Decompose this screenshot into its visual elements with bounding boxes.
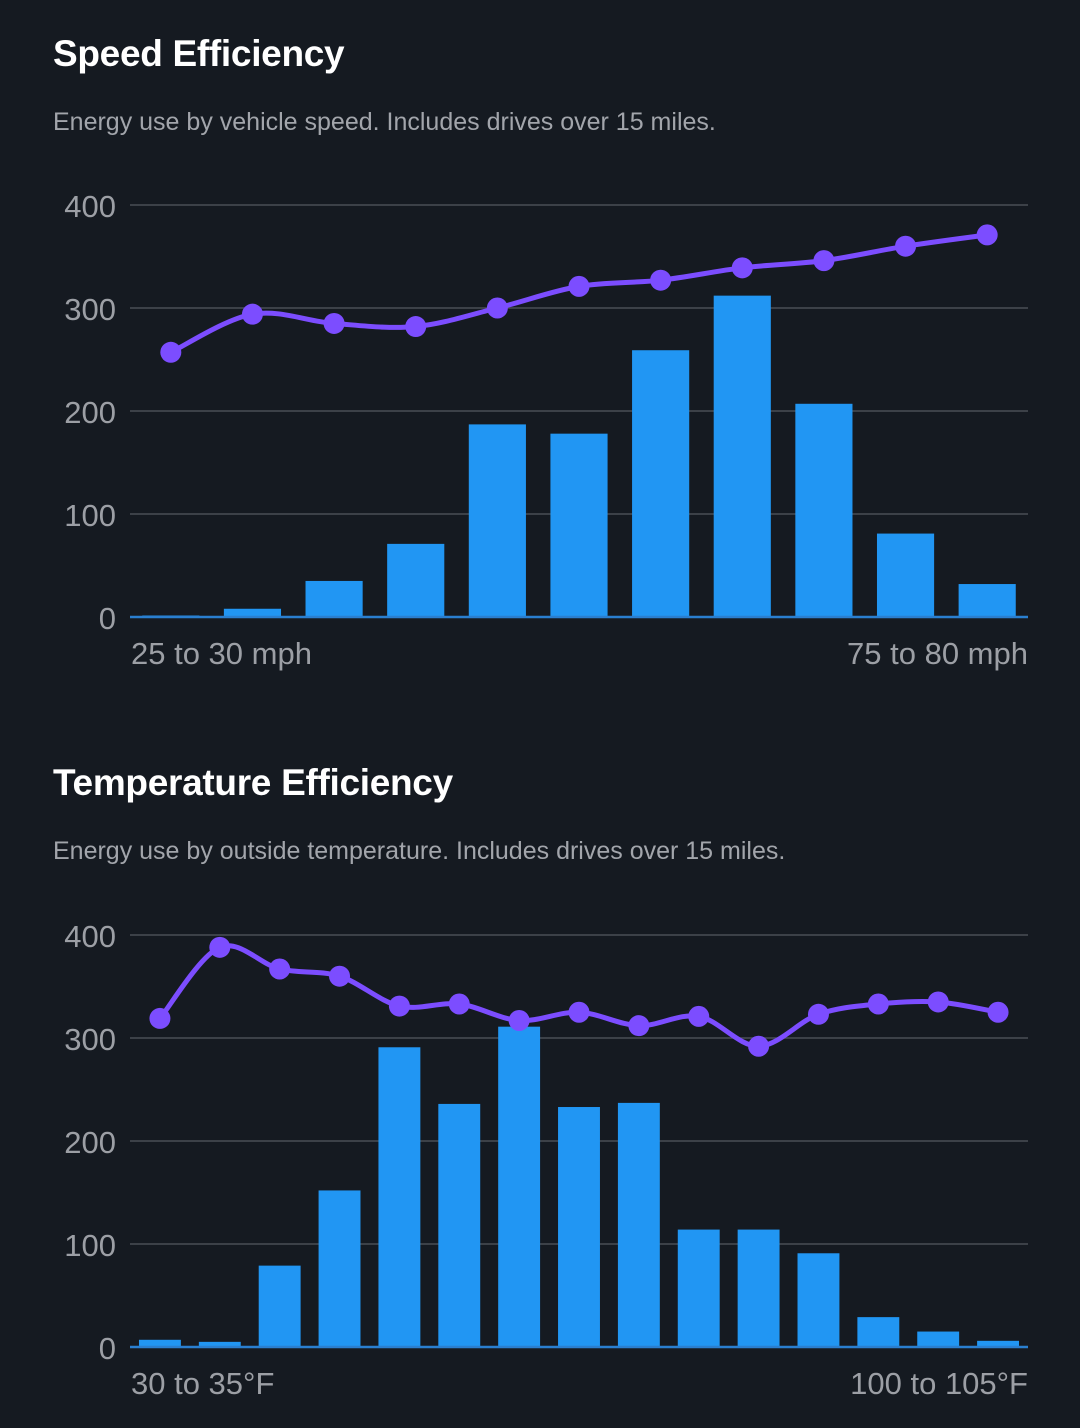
line-point — [329, 965, 351, 987]
line-point — [895, 235, 917, 257]
bar — [318, 1190, 361, 1347]
bar — [198, 1341, 241, 1347]
y-tick-label: 400 — [64, 189, 116, 224]
line-point — [209, 936, 231, 958]
bar — [498, 1026, 541, 1347]
bar — [378, 1047, 421, 1347]
bar — [223, 608, 282, 617]
bar — [550, 433, 608, 617]
line-point — [568, 1001, 590, 1023]
chart-subtitle: Energy use by outside temperature. Inclu… — [53, 837, 786, 865]
y-tick-label: 0 — [99, 1331, 116, 1366]
bar — [795, 403, 853, 617]
bar — [876, 533, 935, 617]
line-point — [628, 1015, 650, 1037]
bar — [917, 1331, 960, 1347]
line-point — [867, 993, 889, 1015]
line-point — [508, 1009, 530, 1031]
bar — [258, 1265, 301, 1347]
speed-efficiency-chart: 0 100 200 300 400 25 to 30 mph 75 to 80 mph — [64, 189, 1028, 671]
y-tick-label: 300 — [64, 292, 116, 327]
line-point — [160, 341, 182, 363]
x-last-label: 100 to 105°F — [850, 1366, 1028, 1401]
line-point — [448, 993, 470, 1015]
line-point — [976, 224, 998, 246]
y-tick-label: 100 — [64, 498, 116, 533]
bar — [617, 1102, 660, 1347]
y-tick-label: 200 — [64, 1125, 116, 1160]
line-point — [568, 275, 590, 297]
line-point — [987, 1001, 1009, 1023]
bar — [713, 295, 771, 617]
chart-title: Temperature Efficiency — [53, 762, 453, 803]
chart-subtitle: Energy use by vehicle speed. Includes dr… — [53, 108, 716, 136]
bar — [737, 1229, 780, 1347]
line-point — [486, 297, 508, 319]
line-point — [241, 303, 263, 325]
bar — [797, 1253, 840, 1347]
y-tick-label: 0 — [99, 601, 116, 636]
y-tick-label: 400 — [64, 919, 116, 954]
line-point — [731, 257, 753, 279]
bar — [977, 1340, 1020, 1347]
bar — [305, 580, 363, 617]
line-point — [269, 958, 291, 980]
line-point — [388, 995, 410, 1017]
line-point — [807, 1003, 829, 1025]
line-point — [927, 991, 949, 1013]
bar — [857, 1317, 900, 1347]
chart-title: Speed Efficiency — [53, 33, 345, 74]
line-point — [323, 312, 345, 334]
bar — [387, 543, 445, 617]
bar — [468, 424, 526, 617]
line-point — [748, 1035, 770, 1057]
bar — [677, 1229, 720, 1347]
bar — [632, 350, 690, 617]
bar — [138, 1339, 181, 1347]
x-last-label: 75 to 80 mph — [847, 636, 1028, 671]
line-point — [405, 316, 427, 338]
line-point — [149, 1007, 171, 1029]
line-point — [688, 1005, 710, 1027]
y-tick-label: 300 — [64, 1022, 116, 1057]
line-point — [650, 269, 672, 291]
y-tick-label: 200 — [64, 395, 116, 430]
bar — [438, 1103, 481, 1347]
x-first-label: 25 to 30 mph — [131, 636, 312, 671]
line-point — [813, 250, 835, 272]
bar — [558, 1107, 600, 1347]
y-tick-label: 100 — [64, 1228, 116, 1263]
temperature-efficiency-chart: 0 100 200 300 400 30 to 35°F 100 to 105°F — [64, 919, 1028, 1401]
x-first-label: 30 to 35°F — [131, 1366, 274, 1401]
bar — [958, 584, 1016, 617]
